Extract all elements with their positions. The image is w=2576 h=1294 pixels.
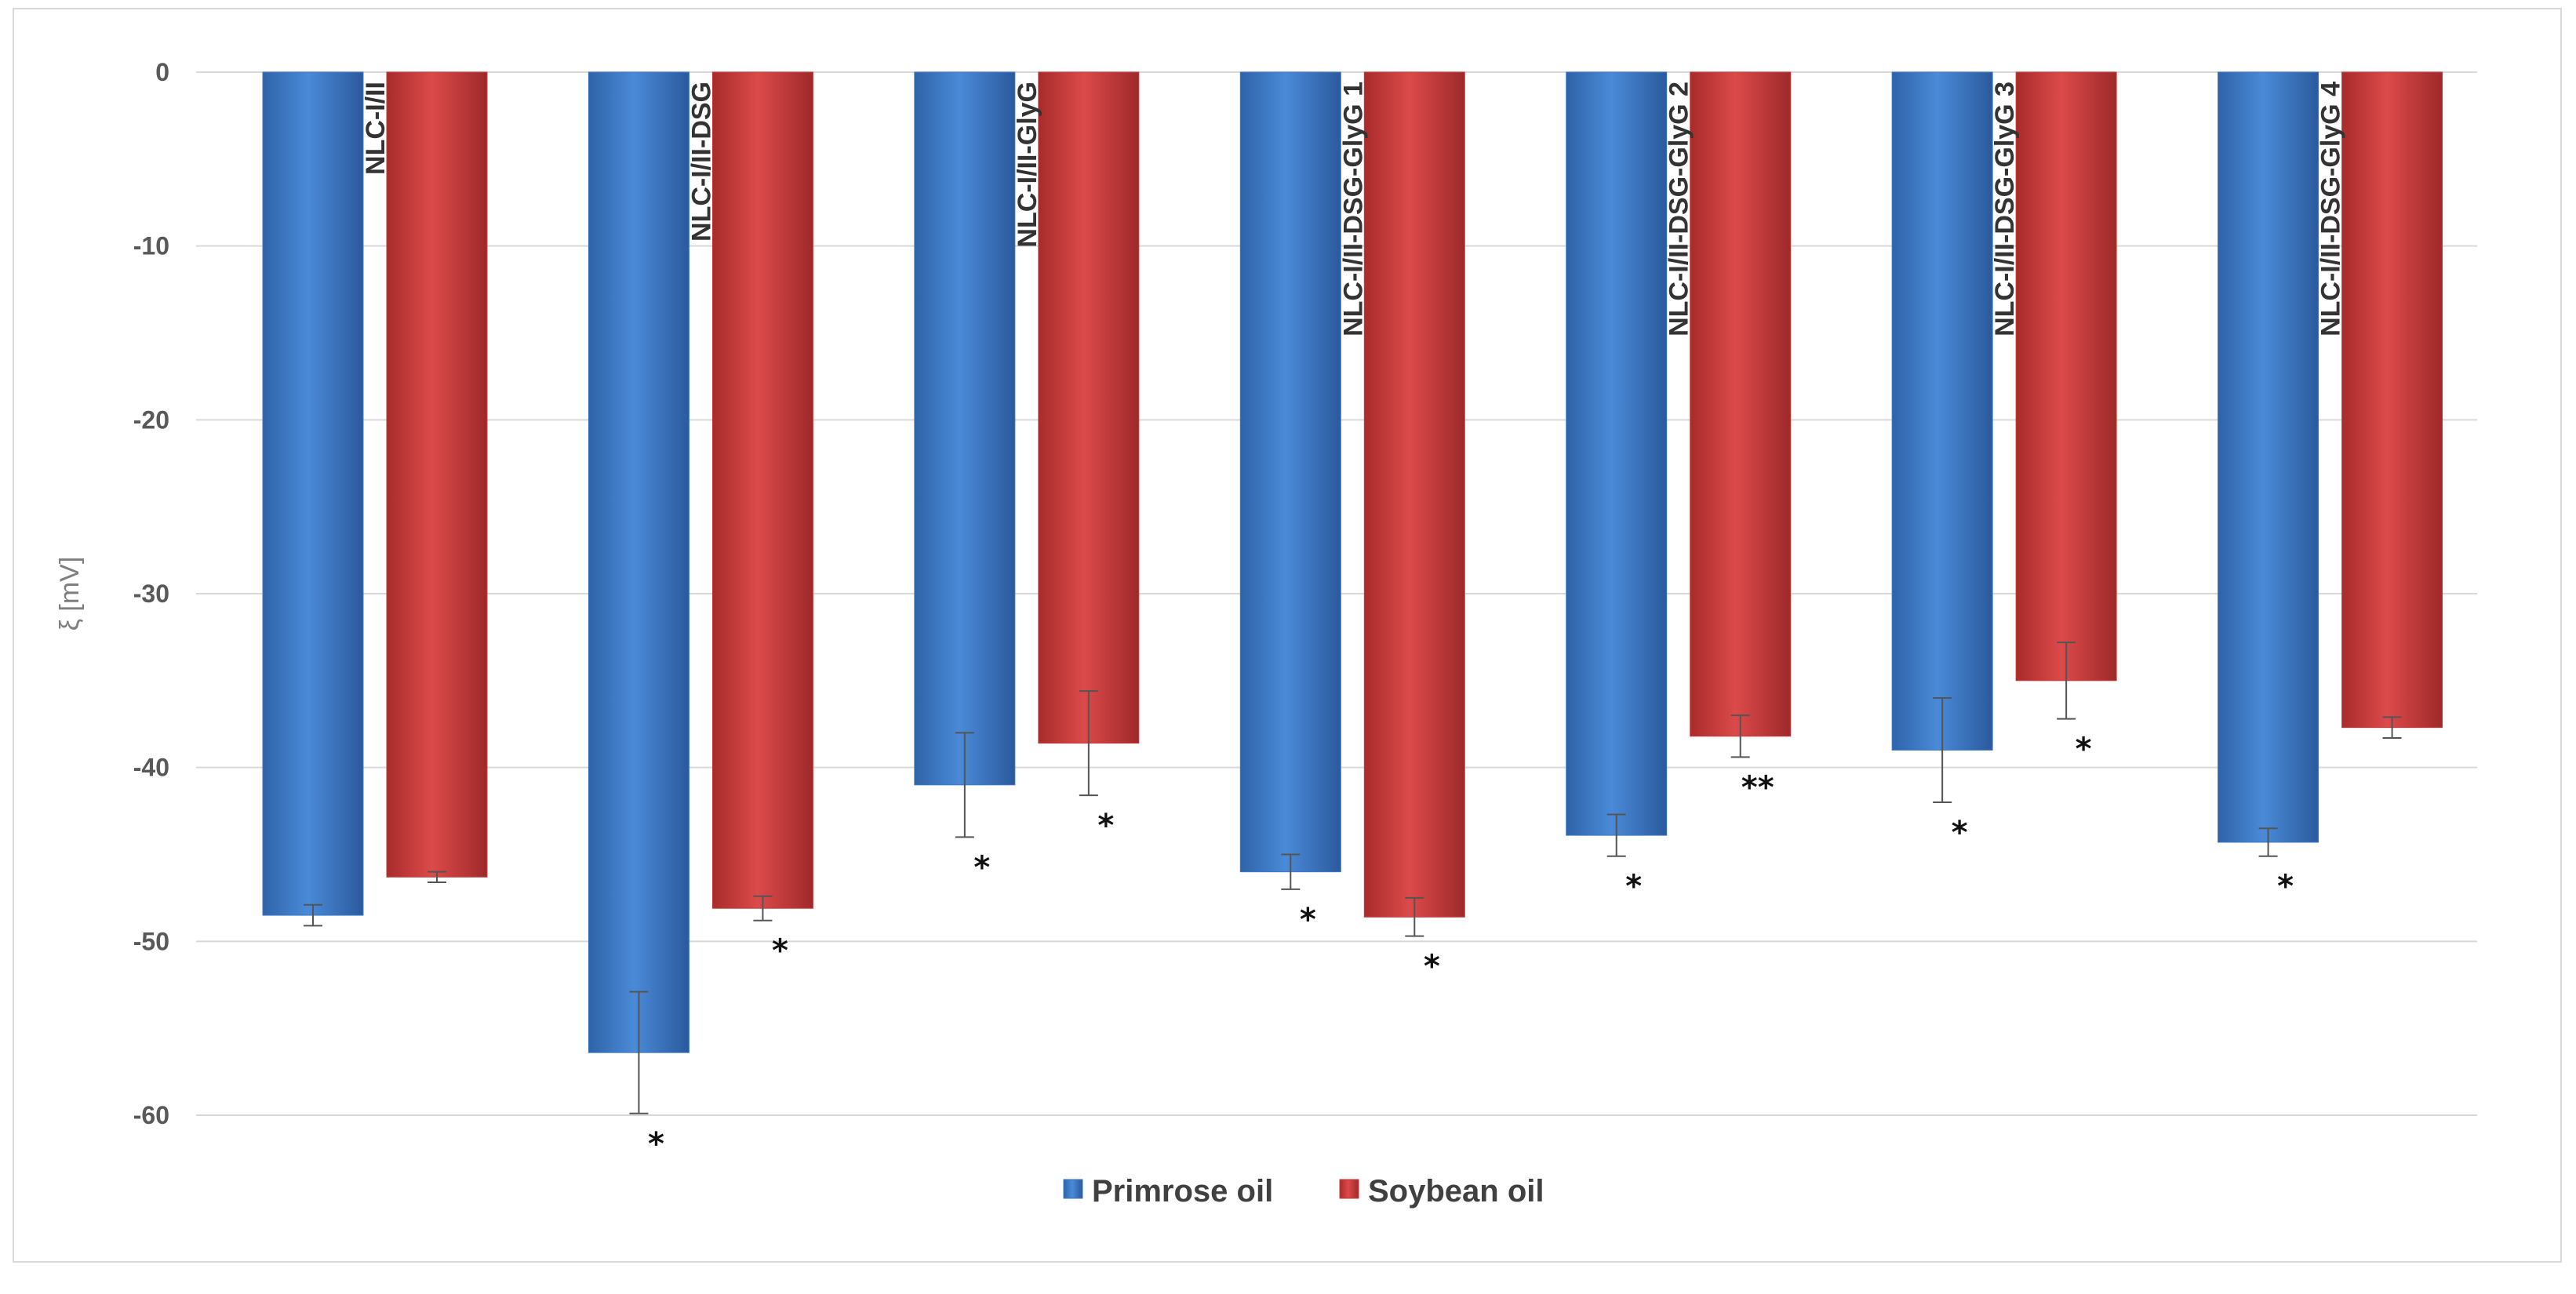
significance-mark: * [1952,815,1968,851]
legend-swatch-soybean [1339,1179,1359,1199]
category-label: NLC-I/II-DSG [686,82,716,242]
significance-mark: * [2277,869,2294,905]
bar-primrose [2218,71,2319,843]
bar-primrose [1566,71,1668,836]
bar-soybean [1690,71,1792,737]
significance-mark: * [973,849,990,885]
category-label: NLC-I/II-DSG-GlyG 2 [1665,82,1694,336]
y-tick-label: 0 [155,58,169,86]
bar-primrose [1891,71,1993,751]
bar-soybean [2341,71,2443,729]
y-tick-label: -30 [133,580,169,608]
bar-primrose [914,71,1016,786]
legend-label-soybean: Soybean oil [1368,1174,1545,1209]
significance-mark: * [648,1126,664,1162]
category-label: NLC-I/II-DSG-GlyG 4 [2316,82,2346,336]
bar-chart: 0-10-20-30-40-50-60ξ [mV]NLC-I/II**NLC-I… [55,58,2477,1209]
category-label: NLC-I/II [361,82,391,175]
significance-mark: ** [1741,769,1774,805]
y-tick-label: -10 [133,232,169,260]
chart-frame: 0 -10 -20 -30 -40 -50 -60 ξ [mV] NLC-I/II * * NLC-I… [13,8,2562,1263]
significance-mark: * [1300,902,1316,938]
significance-mark: * [1625,869,1642,905]
y-tick-label: -50 [133,927,169,955]
bar-soybean [2015,71,2117,682]
category-label: NLC-I/II-GlyG [1013,82,1042,248]
category-label: NLC-I/II-DSG-GlyG 1 [1338,82,1368,336]
significance-mark: * [2076,732,2092,768]
bar-soybean [386,71,488,878]
legend-label-primrose: Primrose oil [1092,1174,1273,1209]
y-tick-label: -60 [133,1101,169,1129]
category-label: NLC-I/II-DSG-GlyG 3 [1990,82,2020,336]
bar-soybean [1363,71,1465,918]
bar-soybean [711,71,813,909]
bar-primrose [588,71,689,1053]
legend-swatch-primrose [1063,1179,1083,1199]
significance-mark: * [1097,808,1114,844]
significance-mark: * [772,933,788,969]
bar-primrose [1239,71,1341,873]
bar-soybean [1038,71,1140,744]
y-tick-label: -40 [133,754,169,782]
significance-mark: * [1424,949,1440,985]
bar-primrose [262,71,364,916]
y-tick-label: -20 [133,405,169,434]
y-axis-title: ξ [mV] [55,557,85,631]
